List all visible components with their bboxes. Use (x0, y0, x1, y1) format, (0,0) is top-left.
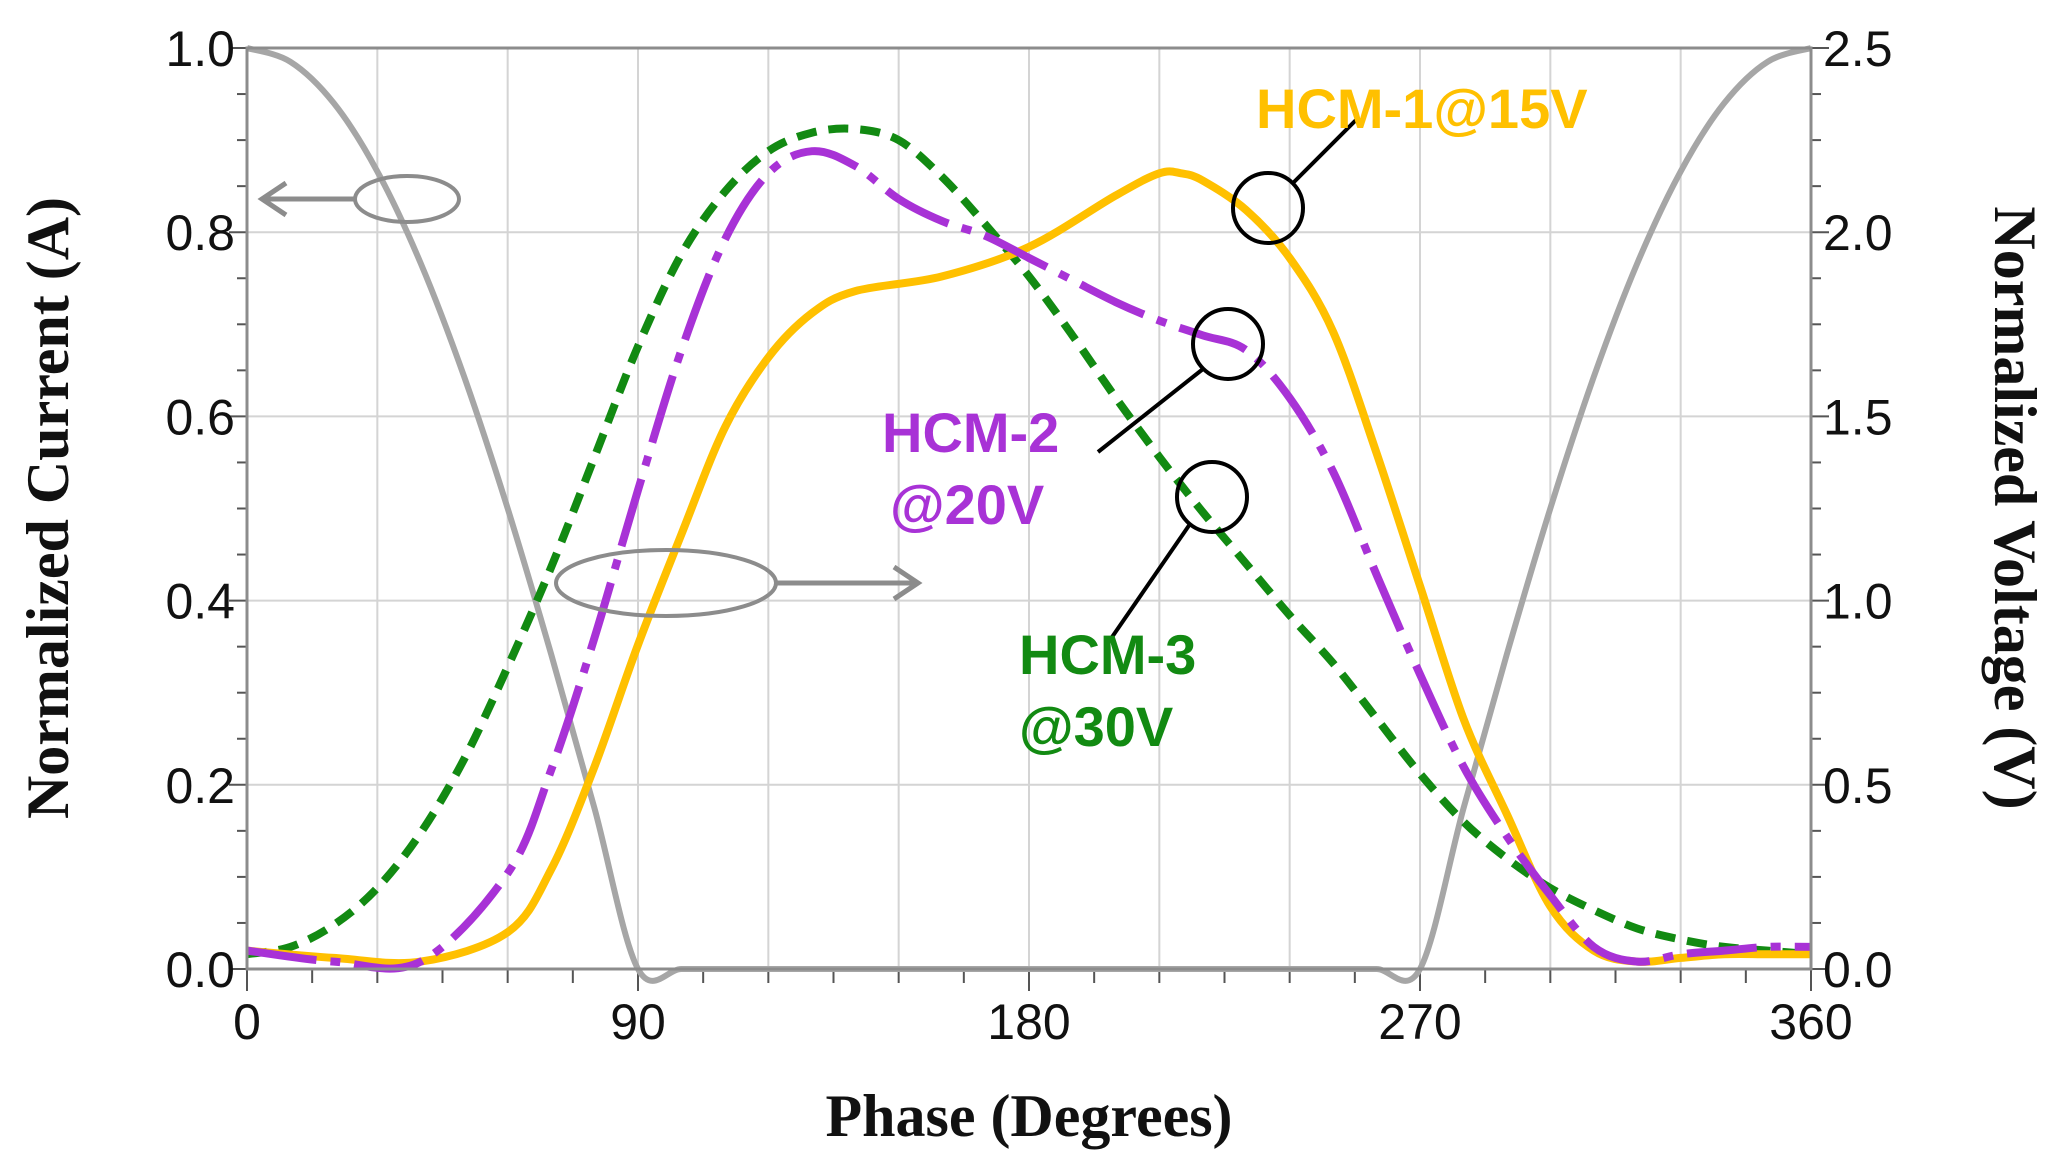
series-line-hcm-1-15v (246, 167, 1811, 968)
hcm2-marker-circle (1191, 307, 1265, 381)
y-tick-label-right: 2.0 (1823, 205, 1893, 261)
x-tick-label: 0 (233, 994, 261, 1050)
y-tick-label-left: 0.8 (165, 205, 235, 261)
y-tick-label-left: 1.0 (165, 21, 235, 77)
hcm3-leader-line (1108, 522, 1192, 642)
x-tick-label: 90 (610, 994, 666, 1050)
current-axis-arrowhead (257, 180, 288, 218)
y-tick-label-right: 2.5 (1823, 21, 1893, 77)
x-tick-label: 360 (1769, 994, 1852, 1050)
series-line-hcm-2-20v (246, 147, 1812, 973)
y-tick-label-right: 0.5 (1823, 758, 1893, 814)
hcm1-leader-line (1291, 117, 1359, 185)
x-tick-label: 180 (987, 994, 1070, 1050)
x-axis-title: Phase (Degrees) (825, 1083, 1232, 1149)
voltage-axis-arrowhead (892, 564, 923, 602)
hcm3-marker-circle (1175, 460, 1249, 534)
hcm1-marker-circle (1231, 171, 1305, 245)
y-tick-label-left: 0.6 (165, 389, 235, 445)
y-tick-label-right: 1.0 (1823, 574, 1893, 630)
grid (247, 48, 1811, 969)
hcm3-label-line1: HCM-3 (1019, 623, 1196, 686)
y-axis-title-right: Normalized Voltage (V) (1982, 206, 2048, 809)
x-tick-label: 270 (1378, 994, 1461, 1050)
hcm2-label-line2: @20V (890, 473, 1044, 536)
plot-frame (245, 46, 1813, 971)
y-axis-title-left: Normalized Current (A) (15, 197, 81, 819)
y-tick-label-left: 0.2 (165, 758, 235, 814)
y-tick-label-left: 0.4 (165, 574, 235, 630)
hcm2-leader-line (1096, 367, 1205, 454)
y-tick-label-left: 0.0 (165, 942, 235, 998)
hcm2-label-line1: HCM-2 (882, 401, 1059, 464)
y-tick-label-right: 0.0 (1823, 942, 1893, 998)
current-axis-ellipse (353, 174, 461, 224)
tick-labels: 0 90 180 270 3600.00.20.40.60.81.00.00.51.01… (165, 21, 1892, 1050)
y-tick-label-right: 1.5 (1823, 389, 1893, 445)
hcm3-label-line2: @30V (1019, 695, 1173, 758)
hcm1-label: HCM-1@15V (1256, 77, 1588, 140)
axis-ticks (229, 47, 1829, 991)
